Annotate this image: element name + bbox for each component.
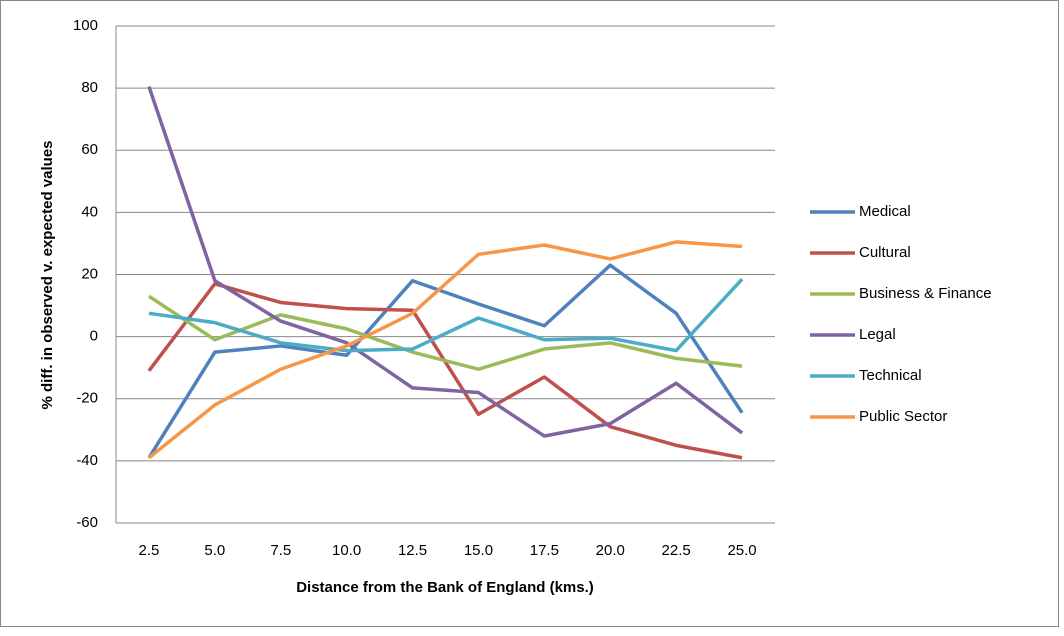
legend-label: Technical [859,367,922,384]
x-tick-label: 10.0 [332,542,361,559]
x-tick-label: 2.5 [139,542,160,559]
y-tick-label: -60 [76,514,98,531]
legend-label: Legal [859,326,896,343]
x-axis-label: Distance from the Bank of England (kms.) [296,579,594,596]
y-tick-label: 20 [81,265,98,282]
y-tick-label: -20 [76,390,98,407]
x-tick-label: 25.0 [727,542,756,559]
x-tick-label: 20.0 [596,542,625,559]
series-line [148,277,744,353]
legend-label: Business & Finance [859,285,992,302]
y-tick-label: 100 [73,17,98,34]
x-tick-label: 17.5 [530,542,559,559]
series-line [147,86,744,438]
x-tick-label: 12.5 [398,542,427,559]
x-tick-label: 22.5 [662,542,691,559]
series-line [147,263,744,459]
y-tick-label: 60 [81,141,98,158]
series-line [147,294,743,371]
y-tick-label: 0 [90,328,98,345]
series-line [147,240,743,460]
x-tick-label: 15.0 [464,542,493,559]
legend-label: Cultural [859,244,911,261]
y-tick-label: -40 [76,452,98,469]
y-tick-label: 40 [81,203,98,220]
legend-label: Public Sector [859,408,947,425]
legend-label: Medical [859,203,911,220]
x-tick-label: 7.5 [270,542,291,559]
x-tick-label: 5.0 [204,542,225,559]
y-axis-label: % diff. in observed v. expected values [39,141,56,410]
y-tick-label: 80 [81,79,98,96]
